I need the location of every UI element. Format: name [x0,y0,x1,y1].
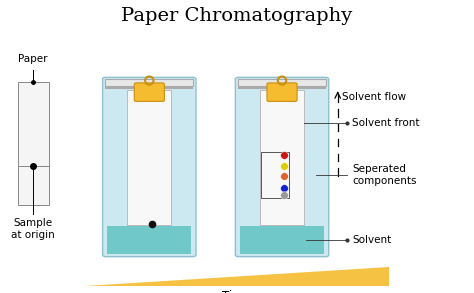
Text: Solvent front: Solvent front [352,118,419,128]
Text: Solvent flow: Solvent flow [341,92,406,102]
Bar [107,226,191,254]
Text: Time: Time [222,290,252,293]
Bar [105,86,193,89]
Text: Paper: Paper [18,54,48,64]
Bar [238,86,326,89]
Text: Seperated
components: Seperated components [352,164,417,186]
Bar [261,152,289,197]
Bar [128,90,171,225]
Text: Sample
at origin: Sample at origin [11,218,55,240]
FancyBboxPatch shape [134,83,164,101]
FancyBboxPatch shape [267,83,297,101]
Text: Solvent: Solvent [352,235,391,245]
Bar [18,166,49,205]
Bar [240,226,324,254]
Bar [238,79,326,86]
Bar [260,90,304,225]
FancyBboxPatch shape [102,77,196,257]
Polygon shape [85,267,389,286]
Bar [260,123,304,226]
Bar [18,82,49,166]
Text: Paper Chromatography: Paper Chromatography [121,7,353,25]
FancyBboxPatch shape [235,77,328,257]
Bar [105,79,193,86]
